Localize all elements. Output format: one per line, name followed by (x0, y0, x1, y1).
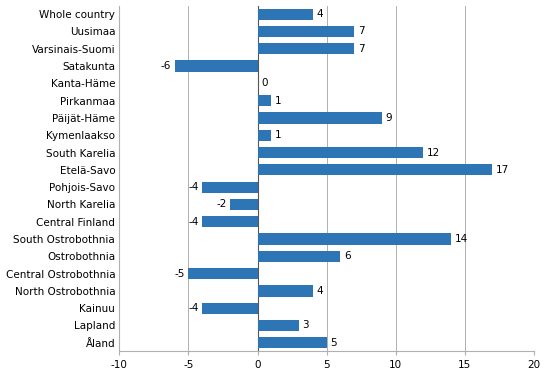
Text: 3: 3 (302, 320, 309, 331)
Text: 1: 1 (275, 130, 281, 140)
Bar (230, 199, 258, 210)
Text: -2: -2 (216, 199, 227, 209)
Bar (258, 112, 382, 124)
Text: 1: 1 (275, 96, 281, 106)
Bar (258, 9, 313, 20)
Bar (258, 285, 313, 297)
Bar (258, 337, 327, 349)
Bar (188, 268, 258, 279)
Bar (258, 95, 271, 106)
Bar (258, 43, 354, 55)
Text: -6: -6 (161, 61, 171, 71)
Text: 9: 9 (385, 113, 392, 123)
Text: 7: 7 (358, 26, 364, 36)
Text: -4: -4 (188, 303, 199, 313)
Bar (258, 233, 451, 245)
Bar (202, 216, 258, 227)
Bar (258, 147, 423, 158)
Bar (258, 130, 271, 141)
Text: 0: 0 (261, 78, 268, 88)
Text: 5: 5 (330, 338, 337, 348)
Text: 7: 7 (358, 44, 364, 54)
Text: -5: -5 (175, 268, 185, 279)
Text: -4: -4 (188, 217, 199, 227)
Bar (175, 61, 258, 72)
Text: 4: 4 (316, 286, 323, 296)
Text: 12: 12 (427, 147, 440, 158)
Text: 4: 4 (316, 9, 323, 19)
Text: 17: 17 (496, 165, 509, 175)
Bar (202, 182, 258, 193)
Bar (258, 251, 341, 262)
Text: -4: -4 (188, 182, 199, 192)
Text: 14: 14 (454, 234, 468, 244)
Bar (202, 303, 258, 314)
Bar (258, 320, 299, 331)
Bar (258, 164, 492, 176)
Bar (258, 26, 354, 37)
Text: 6: 6 (344, 251, 351, 261)
